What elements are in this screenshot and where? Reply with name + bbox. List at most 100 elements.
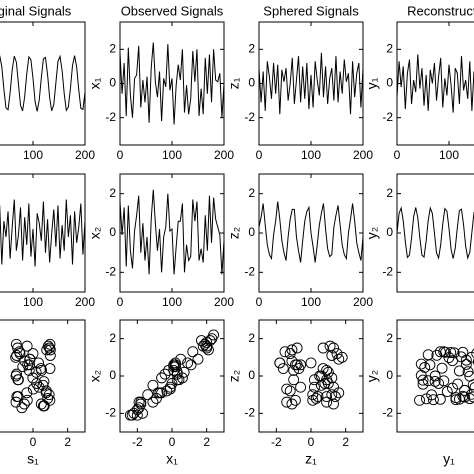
- x-tick-label: 0: [256, 148, 263, 162]
- scatter-point: [156, 372, 168, 384]
- scatter-point: [317, 342, 329, 354]
- x-axis-label: y₁: [443, 451, 455, 467]
- scatter-point: [17, 361, 29, 373]
- y-tick-label: 0: [109, 225, 116, 239]
- x-tick-label: 2: [342, 435, 349, 449]
- scatter-point: [321, 391, 333, 402]
- scatter-point: [289, 394, 301, 406]
- scatter-point: [11, 350, 23, 361]
- scatter-point: [467, 379, 474, 391]
- scatter-point: [288, 374, 300, 386]
- scatter-point: [441, 386, 453, 397]
- y-tick-label: 2: [248, 186, 255, 200]
- scatter-point: [464, 393, 474, 405]
- scatter-point: [12, 342, 24, 354]
- scatter-point: [10, 396, 22, 408]
- scatter-point: [415, 369, 427, 381]
- scatter-point: [434, 393, 446, 405]
- x-tick-label: 200: [214, 148, 234, 162]
- y-tick-label: -2: [105, 265, 116, 279]
- x-tick-label: 2: [203, 435, 210, 449]
- x-tick-label: 0: [394, 148, 401, 162]
- scatter-point: [333, 387, 345, 399]
- y-tick-label: -2: [244, 265, 255, 279]
- panel: 0 100 -2 0 2 Reconstructed y₁: [364, 3, 474, 162]
- scatter-point: [14, 348, 26, 360]
- scatter-point: [274, 357, 286, 369]
- y-tick-label: 2: [386, 331, 393, 345]
- scatter-point: [44, 394, 56, 406]
- scatter-point: [147, 396, 159, 408]
- scatter-point: [44, 363, 56, 374]
- y-tick-label: 0: [248, 76, 255, 90]
- x-tick-label: -2: [271, 435, 282, 449]
- scatter-point: [37, 400, 49, 412]
- x-axis-label: x₁: [166, 451, 178, 467]
- scatter-point: [417, 374, 429, 386]
- scatter-point: [35, 363, 47, 374]
- scatter-point: [38, 400, 50, 412]
- scatter-point: [321, 396, 333, 408]
- scatter-point: [326, 389, 338, 401]
- scatter-point: [433, 378, 445, 389]
- x-tick-label: 0: [256, 295, 263, 309]
- panel: 0 100 200 -2 0 2 Observed Signals x₁: [87, 3, 235, 162]
- scatter-point: [22, 359, 34, 371]
- scatter-point: [41, 344, 53, 356]
- panel: -2 0 2 -2 0 2 x₂ x₁: [87, 319, 225, 467]
- y-tick-label: 0: [109, 76, 116, 90]
- scatter-point: [473, 358, 474, 366]
- scatter-point: [21, 394, 33, 406]
- y-tick-label: 2: [109, 42, 116, 56]
- scatter-point: [124, 409, 136, 421]
- scatter-point: [24, 353, 36, 365]
- y-tick-label: 2: [248, 42, 255, 56]
- y-tick-label: -2: [105, 406, 116, 420]
- y-tick-label: -2: [244, 110, 255, 124]
- signal-line: [0, 199, 86, 267]
- scatter-point: [457, 346, 469, 358]
- scatter-point: [288, 364, 300, 376]
- scatter-point: [448, 347, 460, 359]
- scatter-point: [18, 398, 30, 410]
- signal-line: [119, 189, 225, 275]
- scatter-point: [152, 387, 164, 399]
- scatter-point: [434, 346, 446, 358]
- scatter-point: [44, 342, 55, 354]
- y-tick-label: 0: [248, 368, 255, 382]
- signal-line: [119, 42, 225, 125]
- panel: 100 200 iginal Signals: [0, 3, 95, 162]
- scatter-point: [196, 335, 207, 346]
- scatter-point: [438, 346, 450, 358]
- panel: -2 0 2 y₂: [364, 173, 474, 293]
- scatter-point: [168, 359, 180, 371]
- scatter-point: [277, 363, 289, 374]
- y-tick-label: 2: [109, 331, 116, 345]
- scatter-point: [10, 370, 22, 382]
- scatter-point: [161, 385, 173, 397]
- signal-line: [396, 206, 474, 260]
- x-tick-label: -2: [132, 435, 143, 449]
- y-tick-label: -2: [244, 406, 255, 420]
- scatter-point: [21, 387, 33, 399]
- x-tick-label: 100: [439, 148, 459, 162]
- x-tick-label: 0: [169, 435, 176, 449]
- scatter-point: [415, 358, 427, 370]
- scatter-point: [305, 357, 317, 369]
- scatter-point: [326, 372, 338, 384]
- x-tick-label: 200: [75, 148, 95, 162]
- scatter-point: [460, 354, 472, 366]
- scatter-point: [27, 383, 39, 395]
- y-tick-label: 2: [386, 186, 393, 200]
- scatter-point: [295, 381, 307, 393]
- scatter-point: [131, 409, 143, 421]
- scatter-point: [307, 389, 319, 401]
- panel: -2 0 2 -2 0 2 z₂ z₁: [226, 319, 364, 467]
- axes-box: [0, 319, 86, 433]
- y-axis-label: x₂: [87, 370, 103, 382]
- x-tick-label: 200: [75, 295, 95, 309]
- scatter-point: [445, 347, 457, 358]
- y-axis-label: x₁: [87, 77, 103, 89]
- scatter-point: [12, 374, 24, 386]
